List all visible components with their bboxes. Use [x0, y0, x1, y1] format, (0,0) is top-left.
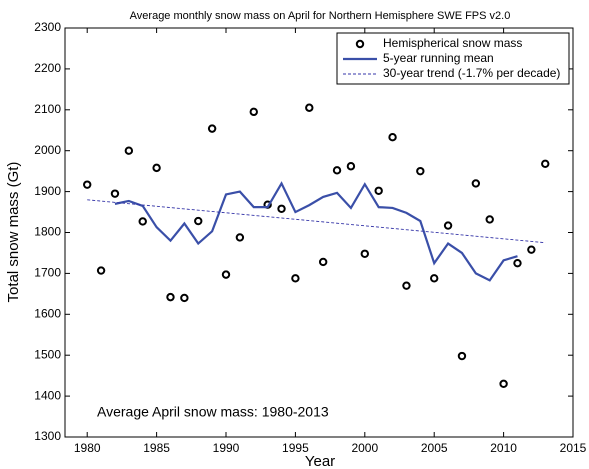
- data-point: [541, 159, 550, 168]
- x-tick-label: 2015: [560, 441, 587, 455]
- y-tick-label: 2000: [34, 143, 61, 157]
- y-tick-label: 1400: [34, 388, 61, 402]
- data-point: [166, 292, 175, 302]
- y-axis-label: Total snow mass (Gt): [5, 162, 22, 303]
- data-point: [124, 146, 134, 155]
- y-tick-label: 1600: [34, 306, 61, 320]
- legend-label: 5-year running mean: [383, 51, 494, 65]
- x-tick-label: 2005: [421, 441, 448, 455]
- y-tick-label: 1500: [34, 347, 61, 361]
- data-point: [443, 221, 453, 230]
- data-point: [152, 163, 161, 173]
- data-point: [96, 266, 106, 275]
- data-point: [416, 166, 425, 176]
- data-point: [527, 245, 536, 254]
- data-point: [388, 133, 397, 142]
- data-point: [207, 124, 217, 133]
- x-tick-label: 2010: [490, 441, 517, 455]
- data-point: [374, 186, 383, 195]
- data-point: [277, 204, 286, 213]
- data-point: [83, 180, 92, 189]
- y-tick-label: 2300: [34, 20, 61, 34]
- data-point: [402, 281, 411, 290]
- x-tick-label: 1995: [282, 441, 309, 455]
- data-point: [360, 249, 370, 258]
- data-point: [249, 107, 258, 117]
- legend-marker: [355, 39, 365, 49]
- data-point: [194, 216, 203, 226]
- legend-label: Hemispherical snow mass: [383, 36, 522, 50]
- y-tick-label: 2100: [34, 102, 61, 116]
- x-tick-label: 2000: [351, 441, 378, 455]
- data-point: [138, 217, 147, 226]
- y-tick-label: 1800: [34, 225, 61, 239]
- data-point: [235, 233, 245, 242]
- legend-label: 30-year trend (-1.7% per decade): [383, 66, 560, 80]
- data-point: [291, 274, 300, 283]
- trend-line: [87, 199, 546, 244]
- y-tick-label: 1900: [34, 184, 61, 198]
- annotation: Average April snow mass: 1980-2013: [97, 404, 329, 420]
- data-point: [305, 103, 314, 112]
- data-point: [471, 179, 481, 188]
- line: [114, 181, 518, 282]
- data-point: [499, 379, 508, 389]
- data-point: [430, 274, 439, 283]
- x-tick-label: 1980: [74, 441, 101, 455]
- data-point: [332, 166, 342, 175]
- data-point: [180, 293, 189, 303]
- data-point: [221, 270, 231, 279]
- x-tick-label: 1985: [143, 441, 170, 455]
- y-tick-label: 1300: [34, 429, 61, 443]
- x-tick-label: 1990: [213, 441, 240, 455]
- x-axis-label: Year: [305, 453, 335, 469]
- chart-title: Average monthly snow mass on April for N…: [130, 10, 511, 22]
- data-point: [110, 189, 120, 198]
- y-tick-label: 1700: [34, 266, 61, 280]
- data-point: [346, 162, 356, 171]
- data-point: [457, 351, 467, 361]
- data-point: [485, 215, 494, 224]
- data-point: [318, 257, 328, 267]
- data-point: [513, 258, 522, 268]
- y-tick-label: 2200: [34, 61, 61, 75]
